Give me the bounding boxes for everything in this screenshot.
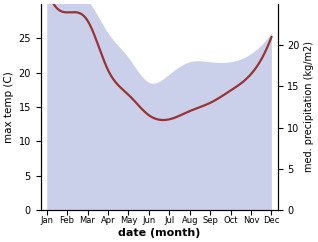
X-axis label: date (month): date (month): [118, 228, 200, 238]
Y-axis label: max temp (C): max temp (C): [4, 71, 14, 143]
Y-axis label: med. precipitation (kg/m2): med. precipitation (kg/m2): [304, 41, 314, 173]
